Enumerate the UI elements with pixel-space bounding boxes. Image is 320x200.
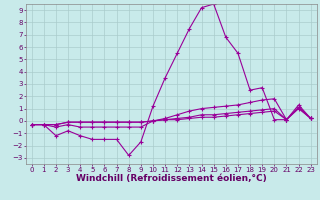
X-axis label: Windchill (Refroidissement éolien,°C): Windchill (Refroidissement éolien,°C) — [76, 174, 267, 183]
